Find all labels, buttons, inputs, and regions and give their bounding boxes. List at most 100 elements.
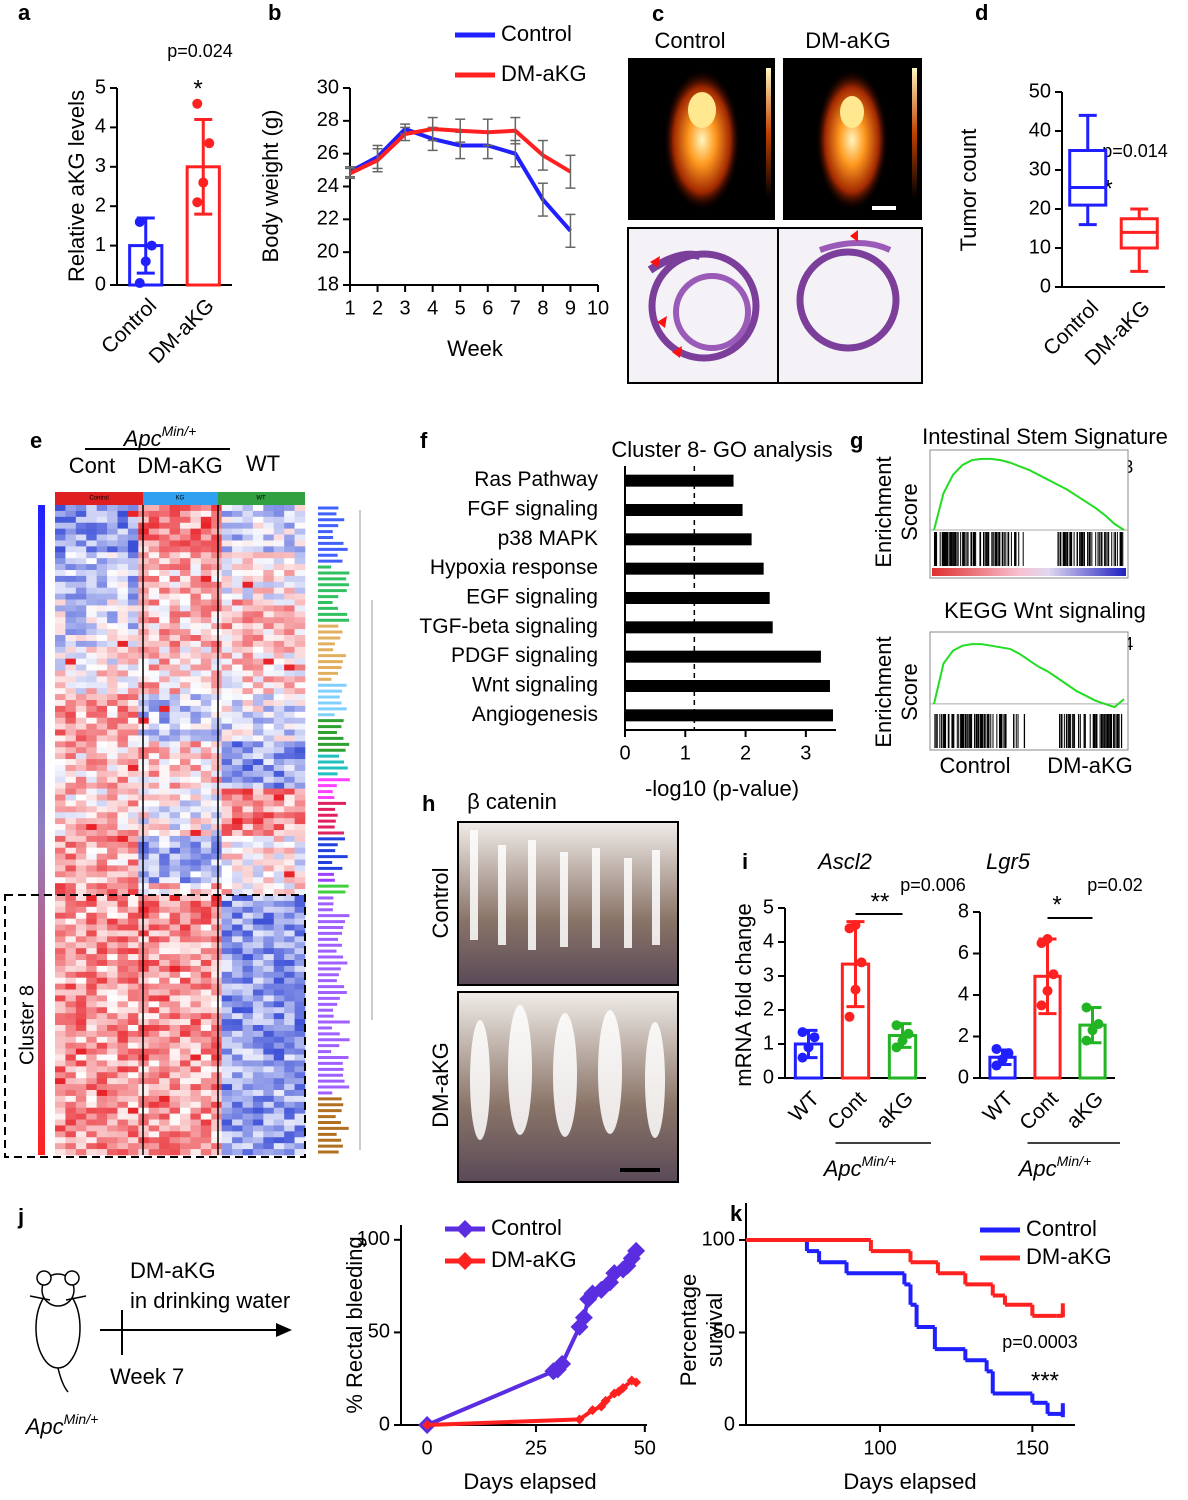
heatmap-cell [284, 1095, 295, 1103]
heatmap-cell [263, 865, 275, 872]
heatmap-cell [117, 1137, 129, 1144]
heatmap-cell [96, 1113, 108, 1120]
heatmap-cell [148, 1066, 160, 1073]
heatmap-cell [252, 841, 264, 849]
heatmap-cell [221, 617, 233, 624]
heatmap-cell [242, 865, 254, 872]
heatmap-cell [55, 806, 66, 813]
heatmap-cell [159, 528, 170, 535]
heatmap-cell [55, 629, 66, 636]
heatmap-cell [242, 564, 254, 571]
heatmap-cell [159, 1107, 170, 1114]
heatmap-cell [65, 936, 77, 943]
heatmap-cell [232, 564, 243, 571]
heatmap-cell [65, 853, 77, 860]
heatmap-cell [211, 977, 222, 984]
heatmap-cell [294, 918, 306, 925]
heatmap-cell [148, 936, 160, 943]
heatmap-cell [211, 871, 222, 878]
heatmap-cell [211, 1090, 222, 1097]
heatmap-cell [75, 646, 87, 654]
heatmap-cell [294, 835, 306, 843]
heatmap-cell [65, 516, 77, 524]
heatmap-cell [180, 853, 191, 860]
heatmap-cell [148, 1149, 160, 1156]
heatmap-cell [252, 635, 264, 642]
heatmap-cell [180, 682, 191, 689]
heatmap-cell [75, 889, 87, 896]
heatmap-cell [273, 552, 285, 559]
heatmap-cell [55, 640, 66, 648]
heatmap-cell [242, 818, 254, 825]
heatmap-cell [200, 948, 212, 955]
heatmap-cell [273, 617, 285, 624]
heatmap-cell [252, 912, 264, 919]
heatmap-cell [190, 617, 202, 624]
heatmap-cell [107, 983, 118, 990]
y-axis-label: Enrichment [871, 456, 896, 567]
heatmap-cell [159, 800, 170, 807]
heatmap-cell [55, 570, 66, 577]
heatmap-cell [200, 847, 212, 854]
heatmap-cell [294, 818, 306, 825]
heatmap-cell [75, 688, 87, 695]
heatmap-cell [127, 1125, 139, 1132]
heatmap-cell [169, 505, 181, 512]
heatmap-cell [263, 1019, 275, 1026]
heatmap-cell [148, 930, 160, 937]
heatmap-cell [263, 960, 275, 967]
heatmap-cell [148, 770, 160, 778]
data-point [204, 138, 215, 149]
heatmap-cell [117, 581, 129, 589]
heatmap-cell [96, 788, 108, 795]
heatmap-cell [86, 835, 97, 843]
heatmap-cell [221, 670, 233, 677]
heatmap-cell [65, 510, 77, 518]
heatmap-cell [294, 1137, 306, 1144]
heatmap-cell [252, 1101, 264, 1109]
heatmap-cell [107, 1078, 118, 1085]
heatmap-cell [273, 688, 285, 695]
data-point [809, 1032, 820, 1043]
heatmap-cell [148, 735, 160, 742]
heatmap-cell [211, 936, 222, 943]
heatmap-cell [117, 788, 129, 795]
heatmap-cell [200, 942, 212, 949]
heatmap-cell [263, 611, 275, 618]
y-tick-label: 0 [724, 1413, 735, 1435]
heatmap-cell [127, 546, 139, 553]
heatmap-cell [169, 694, 181, 701]
heatmap-cell [148, 611, 160, 618]
heatmap-cell [107, 788, 118, 795]
cluster-label: Cluster 8 [16, 985, 38, 1065]
heatmap-cell [117, 782, 129, 789]
heatmap-cell [200, 965, 212, 973]
heatmap-cell [190, 782, 202, 789]
heatmap-cell [211, 847, 222, 854]
genotype-superscript: Min/+ [64, 1411, 99, 1427]
heatmap-cell [242, 552, 254, 559]
header-bar [143, 492, 218, 505]
heatmap-cell [232, 800, 243, 807]
heatmap-cell [190, 552, 202, 559]
heatmap-cell [263, 1125, 275, 1132]
heatmap-cell [273, 971, 285, 979]
heatmap-cell [169, 871, 181, 878]
heatmap-cell [284, 1113, 295, 1120]
heatmap-cell [169, 1137, 181, 1144]
heatmap-cell [263, 1001, 275, 1008]
heatmap-cell [180, 1137, 191, 1144]
heatmap-cell [55, 617, 66, 624]
heatmap-cell [169, 1054, 181, 1061]
heatmap-cell [117, 652, 129, 659]
heatmap-cell [127, 1042, 139, 1049]
heatmap-cell [273, 841, 285, 849]
heatmap-cell [200, 1072, 212, 1079]
heatmap-cell [148, 700, 160, 707]
heatmap-cell [211, 794, 222, 801]
heatmap-cell [211, 770, 222, 778]
heatmap-cell [180, 1149, 191, 1156]
heatmap-cell [221, 1019, 233, 1026]
heatmap-cell [294, 1030, 306, 1038]
heatmap-cell [75, 1042, 87, 1049]
